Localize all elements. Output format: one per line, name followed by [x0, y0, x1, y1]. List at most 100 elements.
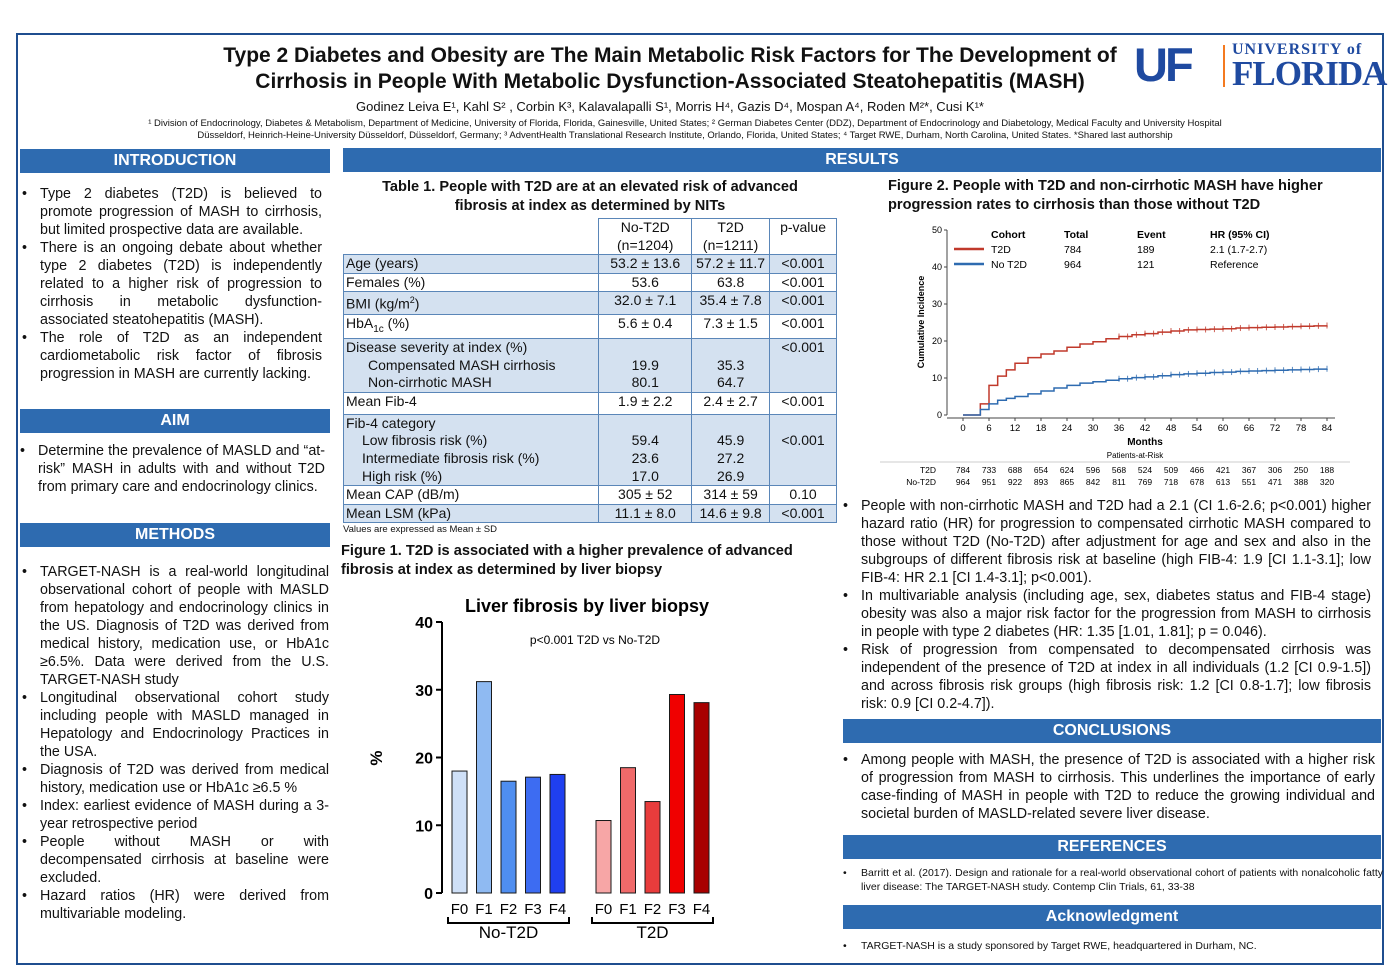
at-risk-value: 811: [1112, 477, 1126, 487]
author-list: Godinez Leiva E¹, Kahl S² , Corbin K³, K…: [356, 99, 984, 114]
list-item: In multivariable analysis (including age…: [843, 587, 1371, 641]
figure2-caption: Figure 2. People with T2D and non-cirrho…: [888, 178, 1323, 213]
y-tick-label: 10: [932, 373, 942, 383]
methods-text: TARGET-NASH is a real-world longitudinal…: [22, 563, 329, 923]
bar: [500, 780, 517, 894]
x-tick-label: 72: [1270, 423, 1281, 434]
table-row: Mean Fib-4 1.9 ± 2.2 2.4 ± 2.7 <0.001: [342, 391, 837, 415]
list-item: Among people with MASH, the presence of …: [843, 751, 1375, 823]
x-tick-label: 60: [1218, 423, 1229, 434]
table-row: BMI (kg/m2) 32.0 ± 7.1 35.4 ± 7.8 <0.001: [342, 291, 837, 315]
at-risk-row-label: T2D: [920, 465, 936, 475]
references-header: REFERENCES: [843, 835, 1381, 859]
legend-cell: No T2D: [991, 259, 1027, 271]
legend-header: Total: [1064, 229, 1088, 241]
y-tick-label: 20: [415, 751, 433, 768]
y-tick-label: 0: [937, 410, 942, 420]
table-row: HbA1c (%) 5.6 ± 0.4 7.3 ± 1.5 <0.001: [342, 313, 837, 340]
bar: [549, 773, 566, 894]
at-risk-value: 421: [1216, 465, 1230, 475]
legend-header: Cohort: [991, 229, 1026, 241]
x-tick-label: F0: [451, 901, 469, 918]
at-risk-value: 188: [1320, 465, 1334, 475]
list-item: TARGET-NASH is a real-world longitudinal…: [22, 563, 329, 689]
at-risk-value: 250: [1294, 465, 1308, 475]
table-row: Fib-4 category Low fibrosis risk (%) Inter…: [342, 413, 837, 487]
list-item: Determine the prevalence of MASLD and “a…: [20, 442, 325, 496]
y-tick-label: 40: [932, 262, 942, 272]
list-item: Index: earliest evidence of MASH during …: [22, 797, 329, 833]
results-text: People with non-cirrhotic MASH and T2D h…: [843, 497, 1371, 713]
at-risk-value: 551: [1242, 477, 1256, 487]
legend-cell: Reference: [1210, 259, 1259, 271]
at-risk-value: 320: [1320, 477, 1334, 487]
group-bracket: [447, 917, 570, 924]
at-risk-value: 306: [1268, 465, 1282, 475]
bar: [644, 801, 661, 894]
y-tick-label: 50: [932, 225, 942, 235]
table-row: Mean CAP (dB/m) 305 ± 52 314 ± 59 0.10: [342, 485, 837, 505]
at-risk-value: 509: [1164, 465, 1178, 475]
list-item: People without MASH or with decompensate…: [22, 833, 329, 887]
poster-title: Type 2 Diabetes and Obesity are The Main…: [223, 44, 1117, 93]
table-row: Disease severity at index (%) Compensated…: [342, 338, 837, 393]
at-risk-value: 654: [1034, 465, 1048, 475]
at-risk-value: 951: [982, 477, 996, 487]
x-tick-label: F2: [500, 901, 518, 918]
x-tick-label: 24: [1062, 423, 1073, 434]
at-risk-value: 922: [1008, 477, 1022, 487]
list-item: Diagnosis of T2D was derived from medica…: [22, 761, 329, 797]
table1-caption: Table 1. People with T2D are at an eleva…: [382, 179, 798, 214]
x-tick-label: F0: [595, 901, 613, 918]
table-row: Age (years) 53.2 ± 13.6 57.2 ± 11.7 <0.001: [342, 254, 837, 274]
x-tick-label: F2: [644, 901, 662, 918]
x-tick-label: 54: [1192, 423, 1203, 434]
chart-title: Liver fibrosis by liver biopsy: [465, 596, 709, 616]
acknowledgment-text: TARGET-NASH is a study sponsored by Targ…: [843, 939, 1383, 953]
table-header-row: No-T2D (n=1204) T2D (n=1211) p-value: [343, 217, 837, 256]
chart-annotation: p<0.001 T2D vs No-T2D: [530, 633, 661, 647]
at-risk-value: 367: [1242, 465, 1256, 475]
x-tick-label: 12: [1010, 423, 1021, 434]
x-tick-label: 6: [986, 423, 991, 434]
x-tick-label: 0: [960, 423, 965, 434]
y-tick-label: 20: [932, 336, 942, 346]
x-tick-label: 42: [1140, 423, 1151, 434]
table-row: Mean LSM (kPa) 11.1 ± 8.0 14.6 ± 9.8 <0.001: [342, 503, 837, 524]
results-header: RESULTS: [343, 148, 1381, 172]
poster-frame: [16, 33, 1384, 965]
legend-cell: 964: [1064, 259, 1082, 271]
y-tick-label: 40: [415, 615, 433, 632]
university-of-florida-logo: UF UNIVERSITY of FLORIDA: [1134, 38, 1387, 93]
at-risk-value: 893: [1034, 477, 1048, 487]
x-tick-label: F1: [619, 901, 637, 918]
figure1-bar-chart: Liver fibrosis by liver biopsy p<0.001 T2…: [367, 596, 714, 942]
legend-cell: 2.1 (1.7-2.7): [1210, 244, 1267, 256]
figure2-kaplan-meier-chart: 0 10 20 30 40 50 0 6 12 18 24 30 36 42 48 54 60 66 72 78 84 M…: [880, 225, 1350, 487]
at-risk-row-label: No-T2D: [906, 477, 936, 487]
bar: [525, 776, 541, 894]
legend-cell: T2D: [991, 244, 1011, 256]
list-item: The role of T2D as an independent cardio…: [22, 329, 322, 383]
list-item: Risk of progression from compensated to …: [843, 641, 1371, 713]
legend-header: Event: [1137, 229, 1166, 241]
group-label: T2D: [636, 923, 668, 942]
bar: [669, 693, 685, 894]
x-tick-label: F4: [549, 901, 567, 918]
y-axis-label: %: [367, 750, 386, 765]
x-tick-label: 18: [1036, 423, 1047, 434]
bar: [595, 820, 612, 894]
at-risk-value: 613: [1216, 477, 1230, 487]
at-risk-value: 678: [1190, 477, 1204, 487]
x-tick-label: 66: [1244, 423, 1255, 434]
at-risk-value: 964: [956, 477, 970, 487]
series-line: [963, 368, 1328, 416]
at-risk-value: 733: [982, 465, 996, 475]
at-risk-value: 471: [1268, 477, 1282, 487]
at-risk-value: 524: [1138, 465, 1152, 475]
conclusions-header: CONCLUSIONS: [843, 719, 1381, 743]
x-tick-label: 36: [1114, 423, 1125, 434]
legend-header: HR (95% CI): [1210, 229, 1270, 241]
at-risk-value: 842: [1086, 477, 1100, 487]
y-tick-label: 10: [415, 818, 433, 835]
